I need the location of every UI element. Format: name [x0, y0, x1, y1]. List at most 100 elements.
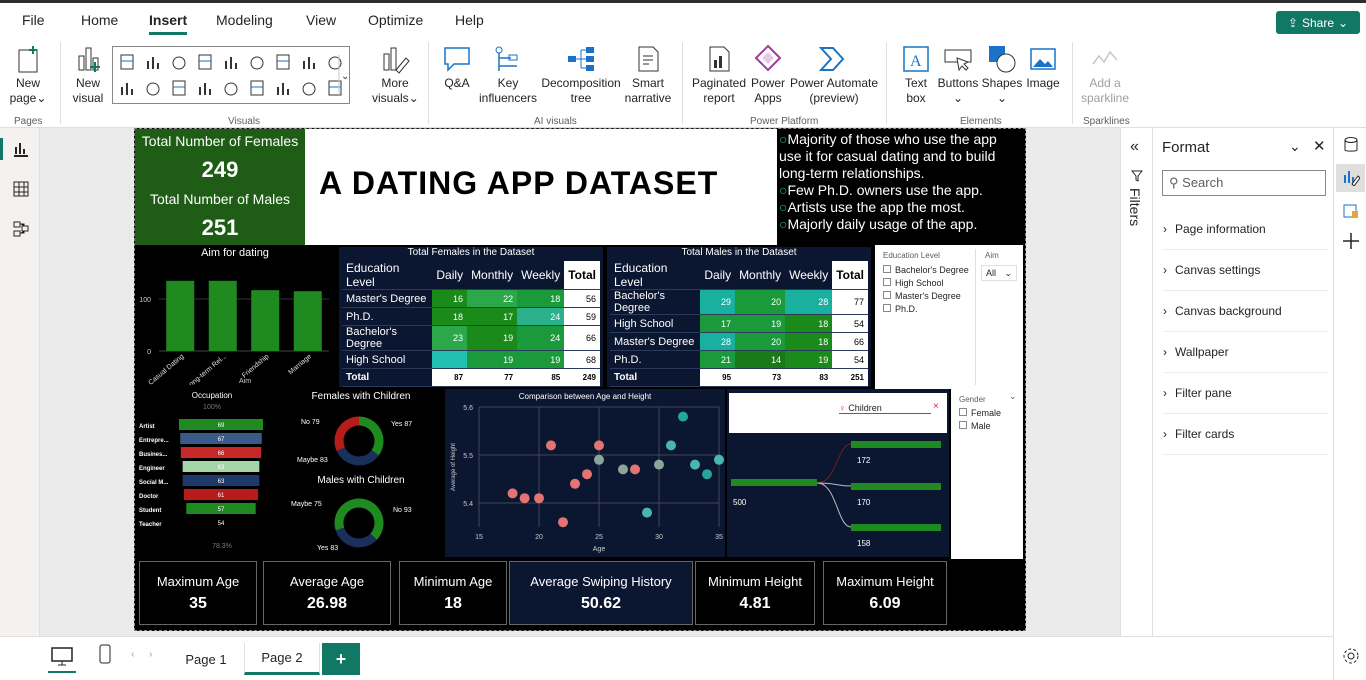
checkbox[interactable] — [883, 265, 891, 273]
male-table[interactable]: Total Males in the Dataset Education Lev… — [607, 247, 871, 387]
format-filter-pane[interactable]: › Filter pane — [1163, 373, 1328, 414]
paginated-report-button[interactable]: Paginated report — [690, 44, 748, 106]
edu-slicer-option[interactable]: Bachelor's Degree — [883, 264, 969, 277]
aim-bar[interactable] — [208, 280, 237, 351]
desktop-layout-icon[interactable] — [50, 645, 74, 667]
occupation-bar[interactable] — [188, 517, 254, 528]
scatter-point[interactable] — [678, 411, 688, 422]
add-sparkline-button[interactable]: Add a sparkline — [1078, 44, 1132, 106]
table-header[interactable]: Education Level — [342, 261, 433, 290]
table-header[interactable]: Weekly — [785, 261, 833, 290]
female-table[interactable]: Total Females in the Dataset Education L… — [339, 247, 603, 387]
visual-type-icon[interactable] — [172, 56, 186, 70]
occupation-bar[interactable] — [180, 433, 262, 444]
decomp-search[interactable]: ♀ Children — [839, 403, 931, 414]
gallery-expand-icon[interactable]: ⌄ — [341, 71, 349, 82]
prev-page-icon[interactable]: ‹ — [131, 649, 135, 660]
table-header[interactable]: Total — [832, 261, 868, 290]
age-height-scatter[interactable]: Comparison between Age and Height 15 20 25… — [445, 389, 725, 557]
decomp-root-bar[interactable] — [731, 479, 817, 486]
settings-icon[interactable] — [1341, 646, 1361, 666]
image-button[interactable]: Image — [1024, 44, 1062, 91]
visual-type-icon[interactable] — [303, 57, 315, 69]
visual-gallery[interactable]: ⌄ — [112, 46, 350, 104]
donut-slice[interactable] — [334, 498, 360, 531]
visual-type-icon[interactable] — [225, 57, 237, 69]
more-visuals-button[interactable]: More visuals⌄ — [372, 44, 419, 106]
format-visual-icon[interactable] — [1342, 168, 1360, 186]
table-header[interactable]: Education Level — [610, 261, 701, 290]
buttons-button[interactable]: Buttons ⌄ — [936, 44, 980, 106]
scatter-point[interactable] — [666, 440, 676, 451]
scatter-point[interactable] — [594, 454, 604, 465]
gender-slicer-option[interactable]: Female — [959, 407, 1001, 420]
scatter-point[interactable] — [582, 469, 592, 480]
scatter-point[interactable] — [642, 507, 652, 518]
visual-type-icon[interactable] — [276, 54, 290, 70]
table-header[interactable]: Monthly — [735, 261, 786, 290]
data-pane-icon[interactable] — [1342, 136, 1360, 154]
format-canvas-settings[interactable]: › Canvas settings — [1163, 250, 1328, 291]
menu-optimize[interactable]: Optimize — [368, 12, 424, 28]
gender-slicer-option[interactable]: Male — [959, 420, 1001, 433]
occupation-bar[interactable] — [183, 489, 259, 500]
donut-slice[interactable] — [336, 447, 379, 466]
menu-modeling[interactable]: Modeling — [216, 12, 273, 28]
text-box-button[interactable]: A Text box — [896, 44, 936, 106]
menu-file[interactable]: File — [22, 12, 45, 28]
checkbox[interactable] — [883, 304, 891, 312]
checkbox[interactable] — [959, 421, 967, 429]
visual-type-icon[interactable] — [146, 82, 160, 96]
format-page-information[interactable]: › Page information — [1163, 209, 1328, 250]
occupation-bar[interactable] — [186, 503, 256, 514]
scatter-point[interactable] — [714, 454, 724, 465]
visual-type-icon[interactable] — [224, 82, 238, 96]
qa-button[interactable]: Q&A — [438, 44, 476, 91]
power-automate-button[interactable]: Power Automate (preview) — [788, 44, 880, 106]
aim-bar[interactable] — [251, 290, 280, 351]
tab-page-2[interactable]: Page 2 — [244, 643, 320, 675]
checkbox[interactable] — [883, 291, 891, 299]
decomp-node-bar[interactable] — [851, 441, 941, 448]
checkbox[interactable] — [959, 408, 967, 416]
scatter-point[interactable] — [618, 464, 628, 475]
scatter-point[interactable] — [654, 459, 664, 470]
mobile-layout-icon[interactable] — [98, 643, 112, 667]
visual-type-icon[interactable] — [250, 56, 264, 70]
table-header[interactable]: Daily — [432, 261, 468, 290]
table-header[interactable]: Monthly — [467, 261, 518, 290]
edu-slicer-option[interactable]: Ph.D. — [883, 303, 969, 316]
format-filter-cards[interactable]: › Filter cards — [1163, 414, 1328, 455]
aim-bar[interactable] — [166, 280, 195, 351]
donut-slice[interactable] — [358, 498, 384, 540]
report-view-icon[interactable] — [12, 140, 30, 158]
close-icon[interactable]: ✕ — [1313, 138, 1326, 155]
chevron-down-icon[interactable]: ⌄ — [1009, 391, 1017, 401]
edu-slicer-option[interactable]: High School — [883, 277, 969, 290]
scatter-point[interactable] — [594, 440, 604, 451]
visual-type-icon[interactable] — [328, 56, 342, 70]
table-header[interactable]: Total — [564, 261, 600, 290]
decomp-node-bar[interactable] — [851, 483, 941, 490]
share-button[interactable]: ⇪ Share ⌄ — [1276, 11, 1360, 34]
decomp-node-bar[interactable] — [851, 524, 941, 531]
new-page-button[interactable]: New page⌄ — [8, 44, 48, 106]
format-search-input[interactable]: ⚲ Search — [1162, 170, 1326, 196]
decomposition-tree[interactable]: ♀ Children × 500 172 170 158 — [727, 389, 949, 557]
visual-type-icon[interactable] — [277, 83, 289, 95]
visual-type-icon[interactable] — [250, 80, 264, 96]
add-icon[interactable] — [1342, 232, 1360, 250]
menu-insert[interactable]: Insert — [149, 12, 188, 35]
new-visual-button[interactable]: New visual — [68, 44, 108, 106]
shapes-button[interactable]: Shapes ⌄ — [980, 44, 1024, 106]
scatter-point[interactable] — [558, 517, 568, 528]
visual-type-icons[interactable]: ⌄ — [113, 47, 349, 103]
occupation-bar[interactable] — [179, 419, 263, 430]
decomposition-tree-button[interactable]: Decomposition tree — [540, 44, 622, 106]
occupation-chart[interactable]: Occupation 100% Artist 69 Entrepre... 67 Bus… — [137, 389, 287, 559]
visual-type-icon[interactable] — [120, 54, 134, 70]
next-page-icon[interactable]: › — [149, 649, 153, 660]
aim-slicer-dropdown[interactable]: All ⌄ — [981, 265, 1017, 281]
format-canvas-background[interactable]: › Canvas background — [1163, 291, 1328, 332]
table-view-icon[interactable] — [12, 180, 30, 198]
